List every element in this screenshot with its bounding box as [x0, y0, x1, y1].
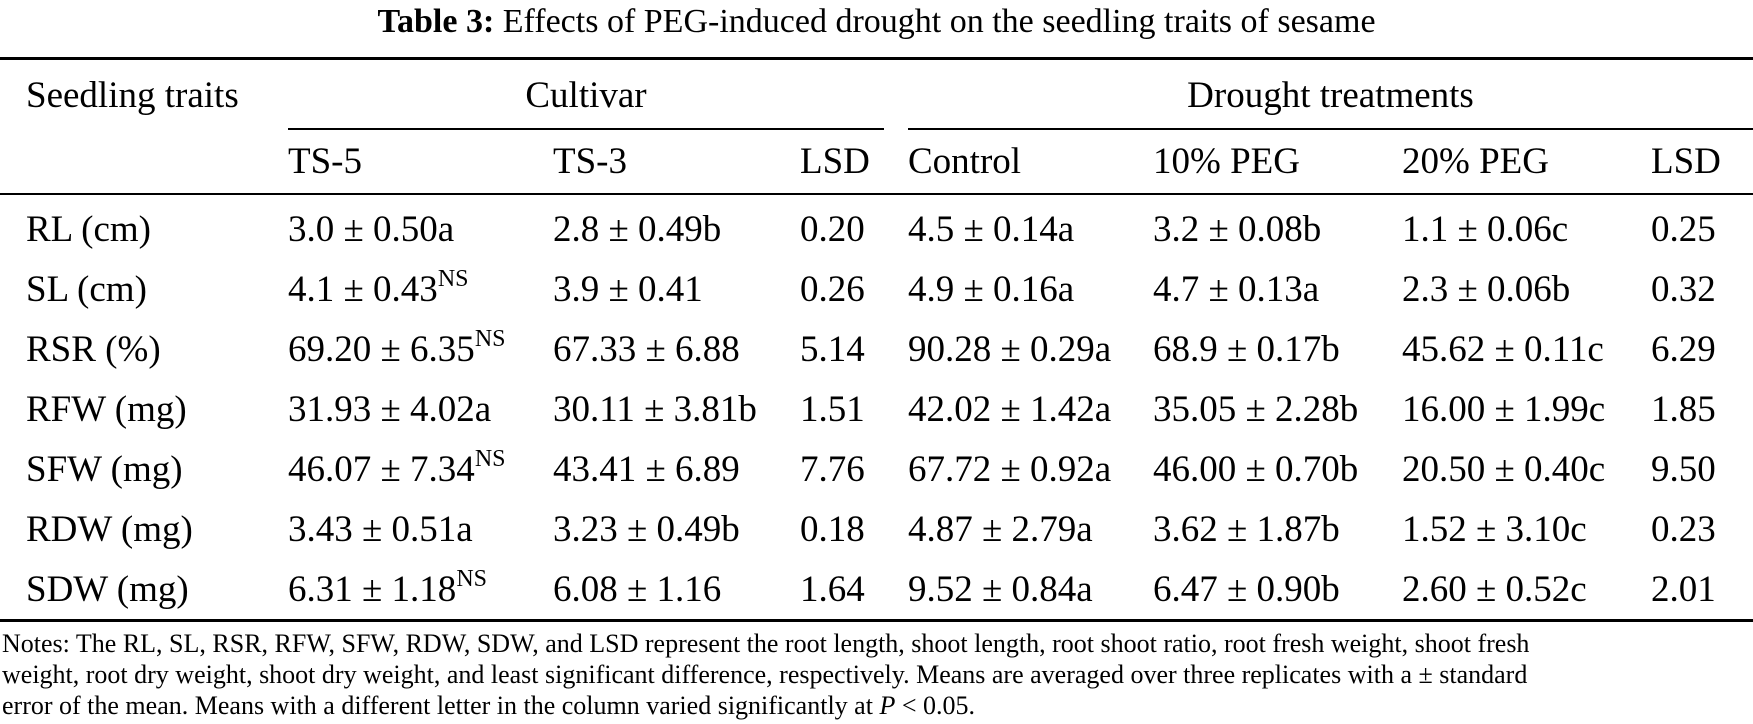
- row-trait: RSR (%): [26, 329, 161, 370]
- cell-10-peg: 46.00 ± 0.70b: [1153, 449, 1359, 490]
- cell-10-peg: 3.62 ± 1.87b: [1153, 509, 1340, 550]
- cell-ts3: 3.23 ± 0.49b: [553, 509, 740, 550]
- cell-10-peg: 6.47 ± 0.90b: [1153, 569, 1340, 610]
- header-10-peg: 10% PEG: [1153, 141, 1300, 182]
- header-control: Control: [908, 141, 1022, 182]
- cell-ts5: 3.0 ± 0.50a: [288, 209, 455, 250]
- cell-control: 67.72 ± 0.92a: [908, 449, 1112, 490]
- cell-10-peg: 4.7 ± 0.13a: [1153, 269, 1320, 310]
- header-ts5: TS-5: [288, 141, 362, 182]
- cell-20-peg: 2.60 ± 0.52c: [1402, 569, 1587, 610]
- cell-ts5: 31.93 ± 4.02a: [288, 389, 492, 430]
- drought-rule: [908, 128, 1753, 130]
- cell-lsd-drought: 2.01: [1651, 569, 1716, 610]
- table-title: Table 3: Effects of PEG-induced drought …: [0, 2, 1753, 42]
- table-notes: Notes: The RL, SL, RSR, RFW, SFW, RDW, S…: [2, 628, 1750, 721]
- header-seedling-traits: Seedling traits: [26, 75, 239, 116]
- notes-line-3: error of the mean. Means with a differen…: [2, 691, 975, 720]
- row-trait: RL (cm): [26, 209, 152, 250]
- notes-line-1: Notes: The RL, SL, RSR, RFW, SFW, RDW, S…: [2, 629, 1530, 658]
- cell-lsd-cultivar: 5.14: [800, 329, 865, 370]
- cell-20-peg: 16.00 ± 1.99c: [1402, 389, 1606, 430]
- cultivar-rule: [288, 128, 884, 130]
- header-lsd-cultivar: LSD: [800, 141, 870, 182]
- cell-20-peg: 20.50 ± 0.40c: [1402, 449, 1606, 490]
- cell-lsd-cultivar: 0.26: [800, 269, 865, 310]
- bottom-rule: [0, 619, 1753, 622]
- cell-lsd-cultivar: 1.51: [800, 389, 865, 430]
- header-rule: [0, 193, 1753, 195]
- header-drought-treatments: Drought treatments: [1187, 75, 1474, 116]
- cell-ts5: 46.07 ± 7.34NS: [288, 446, 506, 490]
- row-trait: SDW (mg): [26, 569, 189, 610]
- cell-lsd-cultivar: 1.64: [800, 569, 865, 610]
- cell-control: 4.5 ± 0.14a: [908, 209, 1075, 250]
- top-rule: [0, 57, 1753, 60]
- header-ts3: TS-3: [553, 141, 627, 182]
- table-caption: Effects of PEG-induced drought on the se…: [502, 3, 1376, 40]
- cell-10-peg: 68.9 ± 0.17b: [1153, 329, 1340, 370]
- header-20-peg: 20% PEG: [1402, 141, 1549, 182]
- cell-lsd-drought: 0.25: [1651, 209, 1716, 250]
- cell-ts3: 43.41 ± 6.89: [553, 449, 740, 490]
- cell-ts3: 3.9 ± 0.41: [553, 269, 703, 310]
- row-trait: SL (cm): [26, 269, 147, 310]
- cell-ts5: 4.1 ± 0.43NS: [288, 266, 469, 310]
- cell-lsd-drought: 1.85: [1651, 389, 1716, 430]
- cell-lsd-cultivar: 0.18: [800, 509, 865, 550]
- cell-lsd-drought: 0.23: [1651, 509, 1716, 550]
- cell-20-peg: 2.3 ± 0.06b: [1402, 269, 1571, 310]
- table-label: Table 3:: [377, 3, 495, 40]
- cell-10-peg: 3.2 ± 0.08b: [1153, 209, 1322, 250]
- cell-ts5: 3.43 ± 0.51a: [288, 509, 473, 550]
- cell-ts5: 69.20 ± 6.35NS: [288, 326, 506, 370]
- cell-20-peg: 1.52 ± 3.10c: [1402, 509, 1587, 550]
- cell-20-peg: 45.62 ± 0.11c: [1402, 329, 1604, 370]
- cell-lsd-drought: 0.32: [1651, 269, 1716, 310]
- cell-10-peg: 35.05 ± 2.28b: [1153, 389, 1359, 430]
- header-cultivar: Cultivar: [525, 75, 647, 116]
- cell-lsd-drought: 6.29: [1651, 329, 1716, 370]
- cell-control: 4.9 ± 0.16a: [908, 269, 1075, 310]
- cell-20-peg: 1.1 ± 0.06c: [1402, 209, 1569, 250]
- header-lsd-drought: LSD: [1651, 141, 1721, 182]
- cell-control: 42.02 ± 1.42a: [908, 389, 1112, 430]
- cell-ts3: 30.11 ± 3.81b: [553, 389, 757, 430]
- cell-lsd-cultivar: 7.76: [800, 449, 865, 490]
- row-trait: RDW (mg): [26, 509, 193, 550]
- cell-control: 9.52 ± 0.84a: [908, 569, 1093, 610]
- cell-ts5: 6.31 ± 1.18NS: [288, 566, 487, 610]
- row-trait: RFW (mg): [26, 389, 187, 430]
- cell-lsd-drought: 9.50: [1651, 449, 1716, 490]
- cell-control: 90.28 ± 0.29a: [908, 329, 1112, 370]
- notes-line-2: weight, root dry weight, shoot dry weigh…: [2, 660, 1528, 689]
- cell-lsd-cultivar: 0.20: [800, 209, 865, 250]
- cell-ts3: 6.08 ± 1.16: [553, 569, 722, 610]
- row-trait: SFW (mg): [26, 449, 183, 490]
- cell-ts3: 67.33 ± 6.88: [553, 329, 740, 370]
- cell-ts3: 2.8 ± 0.49b: [553, 209, 722, 250]
- cell-control: 4.87 ± 2.79a: [908, 509, 1093, 550]
